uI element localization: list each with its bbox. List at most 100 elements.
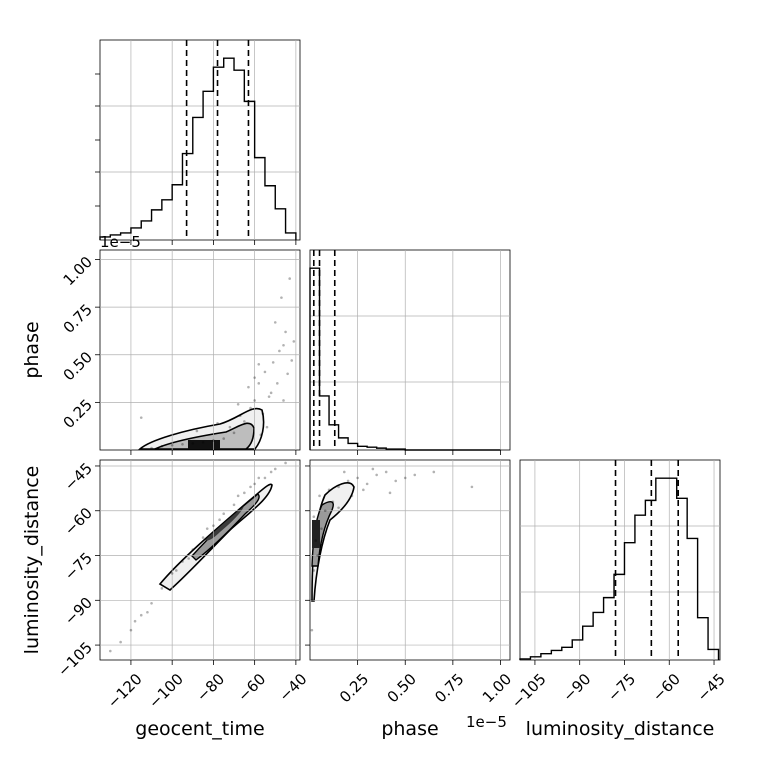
scatter-point-phase-luminosity-distance — [316, 554, 319, 557]
scatter-point-phase-luminosity-distance — [327, 488, 331, 492]
scatter-point-geocent-time-phase — [170, 443, 174, 447]
scatter-point-geocent-time-phase — [282, 399, 285, 402]
phase-y-offset-label: 1e−5 — [100, 233, 141, 251]
scatter-point-geocent-time-phase — [139, 416, 143, 419]
scatter-point-geocent-time-phase — [265, 425, 269, 429]
scatter-point-phase-luminosity-distance — [388, 491, 392, 495]
scatter-point-geocent-time-luminosity-distance — [232, 503, 236, 507]
scatter-point-geocent-time-phase — [261, 412, 265, 416]
scatter-point-geocent-time-luminosity-distance — [205, 527, 209, 530]
geocent-time-vs-luminosity-distance-panel — [99, 459, 301, 661]
scatter-point-geocent-time-phase — [191, 442, 195, 445]
scatter-point-phase-luminosity-distance — [356, 476, 359, 480]
scatter-point-geocent-time-luminosity-distance — [133, 619, 137, 623]
scatter-point-geocent-time-luminosity-distance — [212, 524, 215, 527]
scatter-point-geocent-time-phase — [269, 391, 273, 395]
scatter-point-geocent-time-luminosity-distance — [139, 613, 143, 617]
scatter-point-geocent-time-phase — [276, 382, 279, 385]
scatter-point-phase-luminosity-distance — [310, 628, 314, 632]
scatter-point-geocent-time-phase — [267, 395, 271, 398]
scatter-point-phase-luminosity-distance — [384, 470, 388, 474]
scatter-point-geocent-time-phase — [278, 349, 281, 353]
x-axis-label-phase: phase — [381, 718, 438, 740]
scatter-point-geocent-time-luminosity-distance — [263, 476, 267, 480]
panel-frame — [519, 459, 721, 661]
scatter-point-phase-luminosity-distance — [331, 500, 335, 504]
scatter-point-geocent-time-phase — [228, 425, 232, 429]
density-core — [205, 506, 244, 541]
scatter-point-geocent-time-phase — [257, 362, 261, 366]
scatter-layer — [109, 277, 474, 653]
scatter-point-phase-luminosity-distance — [320, 527, 323, 530]
luminosity-distance-histogram-panel — [519, 459, 721, 661]
scatter-point-phase-luminosity-distance — [375, 473, 378, 477]
scatter-point-geocent-time-phase — [290, 359, 294, 362]
scatter-point-geocent-time-phase — [238, 414, 242, 418]
scatter-point-geocent-time-luminosity-distance — [119, 640, 122, 644]
scatter-point-geocent-time-luminosity-distance — [201, 536, 205, 539]
scatter-point-geocent-time-luminosity-distance — [243, 491, 246, 495]
scatter-point-geocent-time-phase — [263, 370, 267, 374]
x-axis-label-geocent-time: geocent_time — [135, 718, 264, 740]
scatter-point-geocent-time-phase — [232, 431, 236, 435]
phase-x-offset-label: 1e−5 — [466, 713, 507, 731]
scatter-point-geocent-time-luminosity-distance — [218, 518, 221, 522]
scatter-point-phase-luminosity-distance — [346, 479, 350, 483]
scatter-point-geocent-time-phase — [257, 382, 261, 385]
scatter-point-geocent-time-phase — [271, 361, 275, 364]
scatter-point-geocent-time-luminosity-distance — [170, 572, 174, 575]
scatter-point-phase-luminosity-distance — [337, 485, 340, 489]
scatter-point-phase-luminosity-distance — [314, 539, 318, 542]
y-axis-label-luminosity-distance: luminosity_distance — [21, 466, 43, 655]
scatter-point-phase-luminosity-distance — [432, 470, 436, 474]
density-contour-mid — [154, 422, 255, 450]
scatter-point-geocent-time-phase — [282, 343, 285, 347]
ph-ld-density — [311, 482, 355, 602]
phase-vs-luminosity-distance-panel — [309, 459, 511, 661]
scatter-point-phase-luminosity-distance — [371, 467, 375, 471]
scatter-point-geocent-time-phase — [259, 433, 263, 437]
scatter-point-geocent-time-luminosity-distance — [150, 601, 153, 605]
scatter-point-geocent-time-luminosity-distance — [249, 485, 252, 489]
scatter-point-geocent-time-phase — [201, 441, 205, 444]
quantile-layer — [185, 40, 680, 660]
scatter-point-phase-luminosity-distance — [310, 598, 314, 602]
scatter-point-geocent-time-luminosity-distance — [257, 476, 261, 480]
scatter-point-geocent-time-phase — [247, 385, 250, 389]
scatter-point-phase-luminosity-distance — [342, 470, 346, 474]
scatter-point-geocent-time-phase — [160, 444, 164, 448]
scatter-point-geocent-time-phase — [150, 446, 153, 450]
scatter-point-geocent-time-phase — [292, 340, 296, 343]
histogram-layer — [99, 40, 720, 660]
geocent-time-vs-phase-panel — [99, 249, 301, 451]
scatter-point-phase-luminosity-distance — [323, 509, 327, 513]
panel-frame — [99, 459, 301, 661]
scatter-point-geocent-time-phase — [273, 321, 277, 324]
x-axis-label-luminosity-distance: luminosity_distance — [526, 718, 715, 740]
scatter-point-phase-luminosity-distance — [312, 515, 316, 519]
scatter-point-geocent-time-luminosity-distance — [181, 560, 184, 563]
scatter-point-phase-luminosity-distance — [365, 482, 369, 486]
histogram-geocent-time — [99, 57, 297, 240]
scatter-point-geocent-time-phase — [181, 442, 184, 446]
scatter-point-geocent-time-phase — [253, 399, 256, 402]
scatter-point-geocent-time-phase — [284, 330, 287, 334]
scatter-point-geocent-time-luminosity-distance — [222, 512, 226, 516]
scatter-point-phase-luminosity-distance — [413, 473, 417, 477]
scatter-point-phase-luminosity-distance — [350, 494, 354, 498]
scatter-point-geocent-time-phase — [249, 406, 252, 410]
scatter-point-geocent-time-luminosity-distance — [174, 569, 178, 572]
scatter-point-geocent-time-luminosity-distance — [146, 610, 149, 614]
scatter-point-phase-luminosity-distance — [362, 488, 365, 492]
scatter-point-geocent-time-phase — [195, 429, 199, 433]
scatter-point-geocent-time-luminosity-distance — [191, 548, 195, 551]
scatter-point-phase-luminosity-distance — [470, 485, 474, 489]
scatter-point-geocent-time-phase — [280, 296, 283, 299]
scatter-point-geocent-time-phase — [286, 372, 289, 376]
scatter-point-geocent-time-phase — [212, 439, 215, 442]
scatter-point-geocent-time-luminosity-distance — [236, 494, 240, 498]
scatter-point-phase-luminosity-distance — [312, 569, 316, 572]
panel-frame — [309, 459, 511, 661]
panel-frame — [99, 249, 301, 451]
